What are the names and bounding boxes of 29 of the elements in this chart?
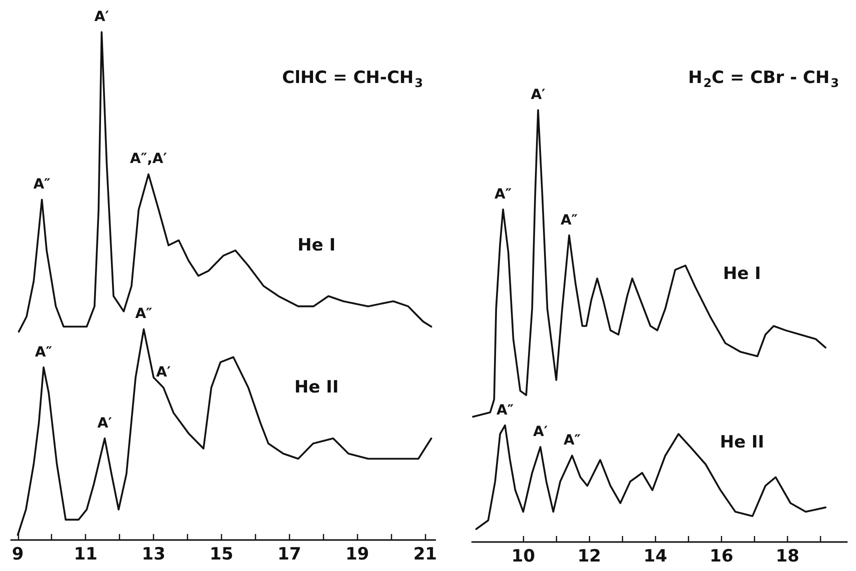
annotation: A′ xyxy=(156,364,171,381)
annotation: A″ xyxy=(135,306,152,322)
x-tick-label: 14 xyxy=(644,546,668,566)
annotation: A′ xyxy=(530,87,546,103)
x-tick-label: 18 xyxy=(776,546,800,566)
text: He I xyxy=(298,235,336,256)
x-tick-label: 13 xyxy=(142,544,166,564)
x-tick-label: 10 xyxy=(511,546,536,566)
annotation: A″ xyxy=(33,176,50,193)
x-tick-label: 11 xyxy=(74,544,98,564)
x-tick-label: 9 xyxy=(12,544,24,564)
series-label: He I xyxy=(722,264,762,284)
x-tick-label: 16 xyxy=(710,546,734,566)
annotation: A′ xyxy=(94,9,110,25)
annotation: A″ xyxy=(564,432,581,449)
annotation: A″,A′ xyxy=(130,151,168,168)
annotation: A″ xyxy=(560,212,578,228)
x-tick-label: 21 xyxy=(413,544,438,564)
x-tick-label: 17 xyxy=(278,544,302,564)
x-tick-label: 12 xyxy=(577,546,602,566)
x-tick-label: 19 xyxy=(345,544,370,564)
x-tick-label: 15 xyxy=(210,544,234,564)
text: He II xyxy=(294,378,339,398)
annotation: A′ xyxy=(533,424,548,440)
annotation: A′ xyxy=(97,415,112,432)
annotation: A″ xyxy=(496,402,514,418)
series-label: He II xyxy=(720,432,764,453)
annotation: A″ xyxy=(494,186,512,202)
annotation: A″ xyxy=(35,344,52,360)
